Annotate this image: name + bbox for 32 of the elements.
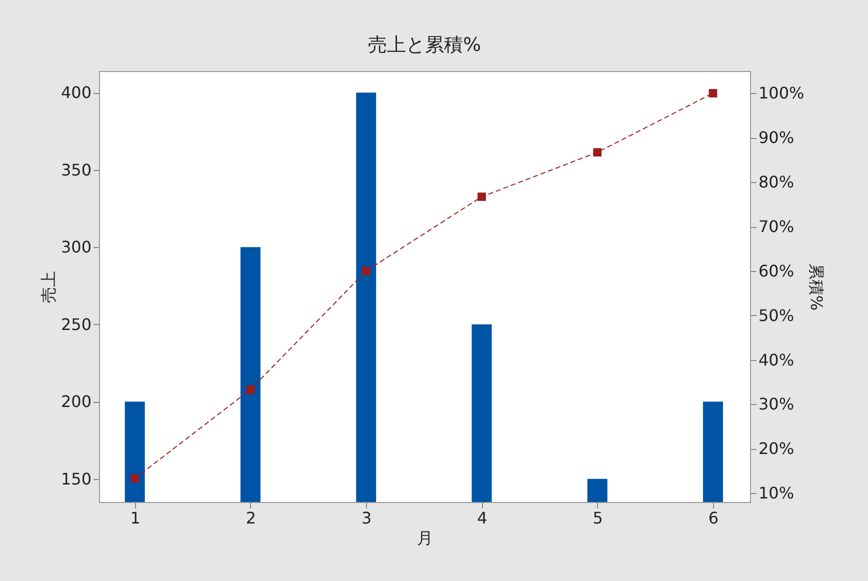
point: [593, 148, 602, 156]
x-tick-label: 3: [362, 508, 372, 528]
y2-tick-label: 40%: [758, 350, 794, 370]
y2-tick-label: 30%: [758, 394, 794, 414]
chart-title: 売上と累積%: [368, 34, 482, 56]
x-tick-label: 4: [477, 508, 488, 528]
y-tick-label: 300: [60, 238, 92, 257]
x-axis-title: 月: [417, 528, 433, 548]
x-tick-label: 5: [592, 508, 603, 528]
y2-tick-label: 50%: [758, 306, 794, 325]
point: [362, 266, 370, 276]
point: [130, 474, 140, 483]
point: [478, 192, 486, 201]
y2-tick-label: 70%: [758, 217, 794, 236]
y2-tick-label: 10%: [758, 484, 794, 503]
y2-axis-title: 累積%: [807, 263, 826, 311]
y-tick-label: 400: [60, 83, 92, 102]
x-tick-label: 2: [246, 508, 256, 528]
y2-tick-label: 90%: [758, 128, 794, 148]
y2-tick-label: 20%: [758, 439, 794, 458]
x-tick-label: 6: [708, 508, 719, 528]
y-tick-label: 350: [60, 160, 92, 180]
y-tick-label: 250: [60, 314, 92, 334]
point: [246, 385, 255, 394]
y-tick-label: 200: [60, 392, 92, 412]
y2-tick-label: 80%: [758, 172, 794, 192]
x-tick-label: 1: [130, 508, 140, 528]
y2-tick-label: 100%: [758, 84, 804, 103]
point: [708, 89, 718, 98]
y-axis-title: 売上: [38, 271, 58, 303]
y-tick-label: 150: [60, 469, 92, 488]
y2-tick-label: 60%: [758, 261, 794, 280]
